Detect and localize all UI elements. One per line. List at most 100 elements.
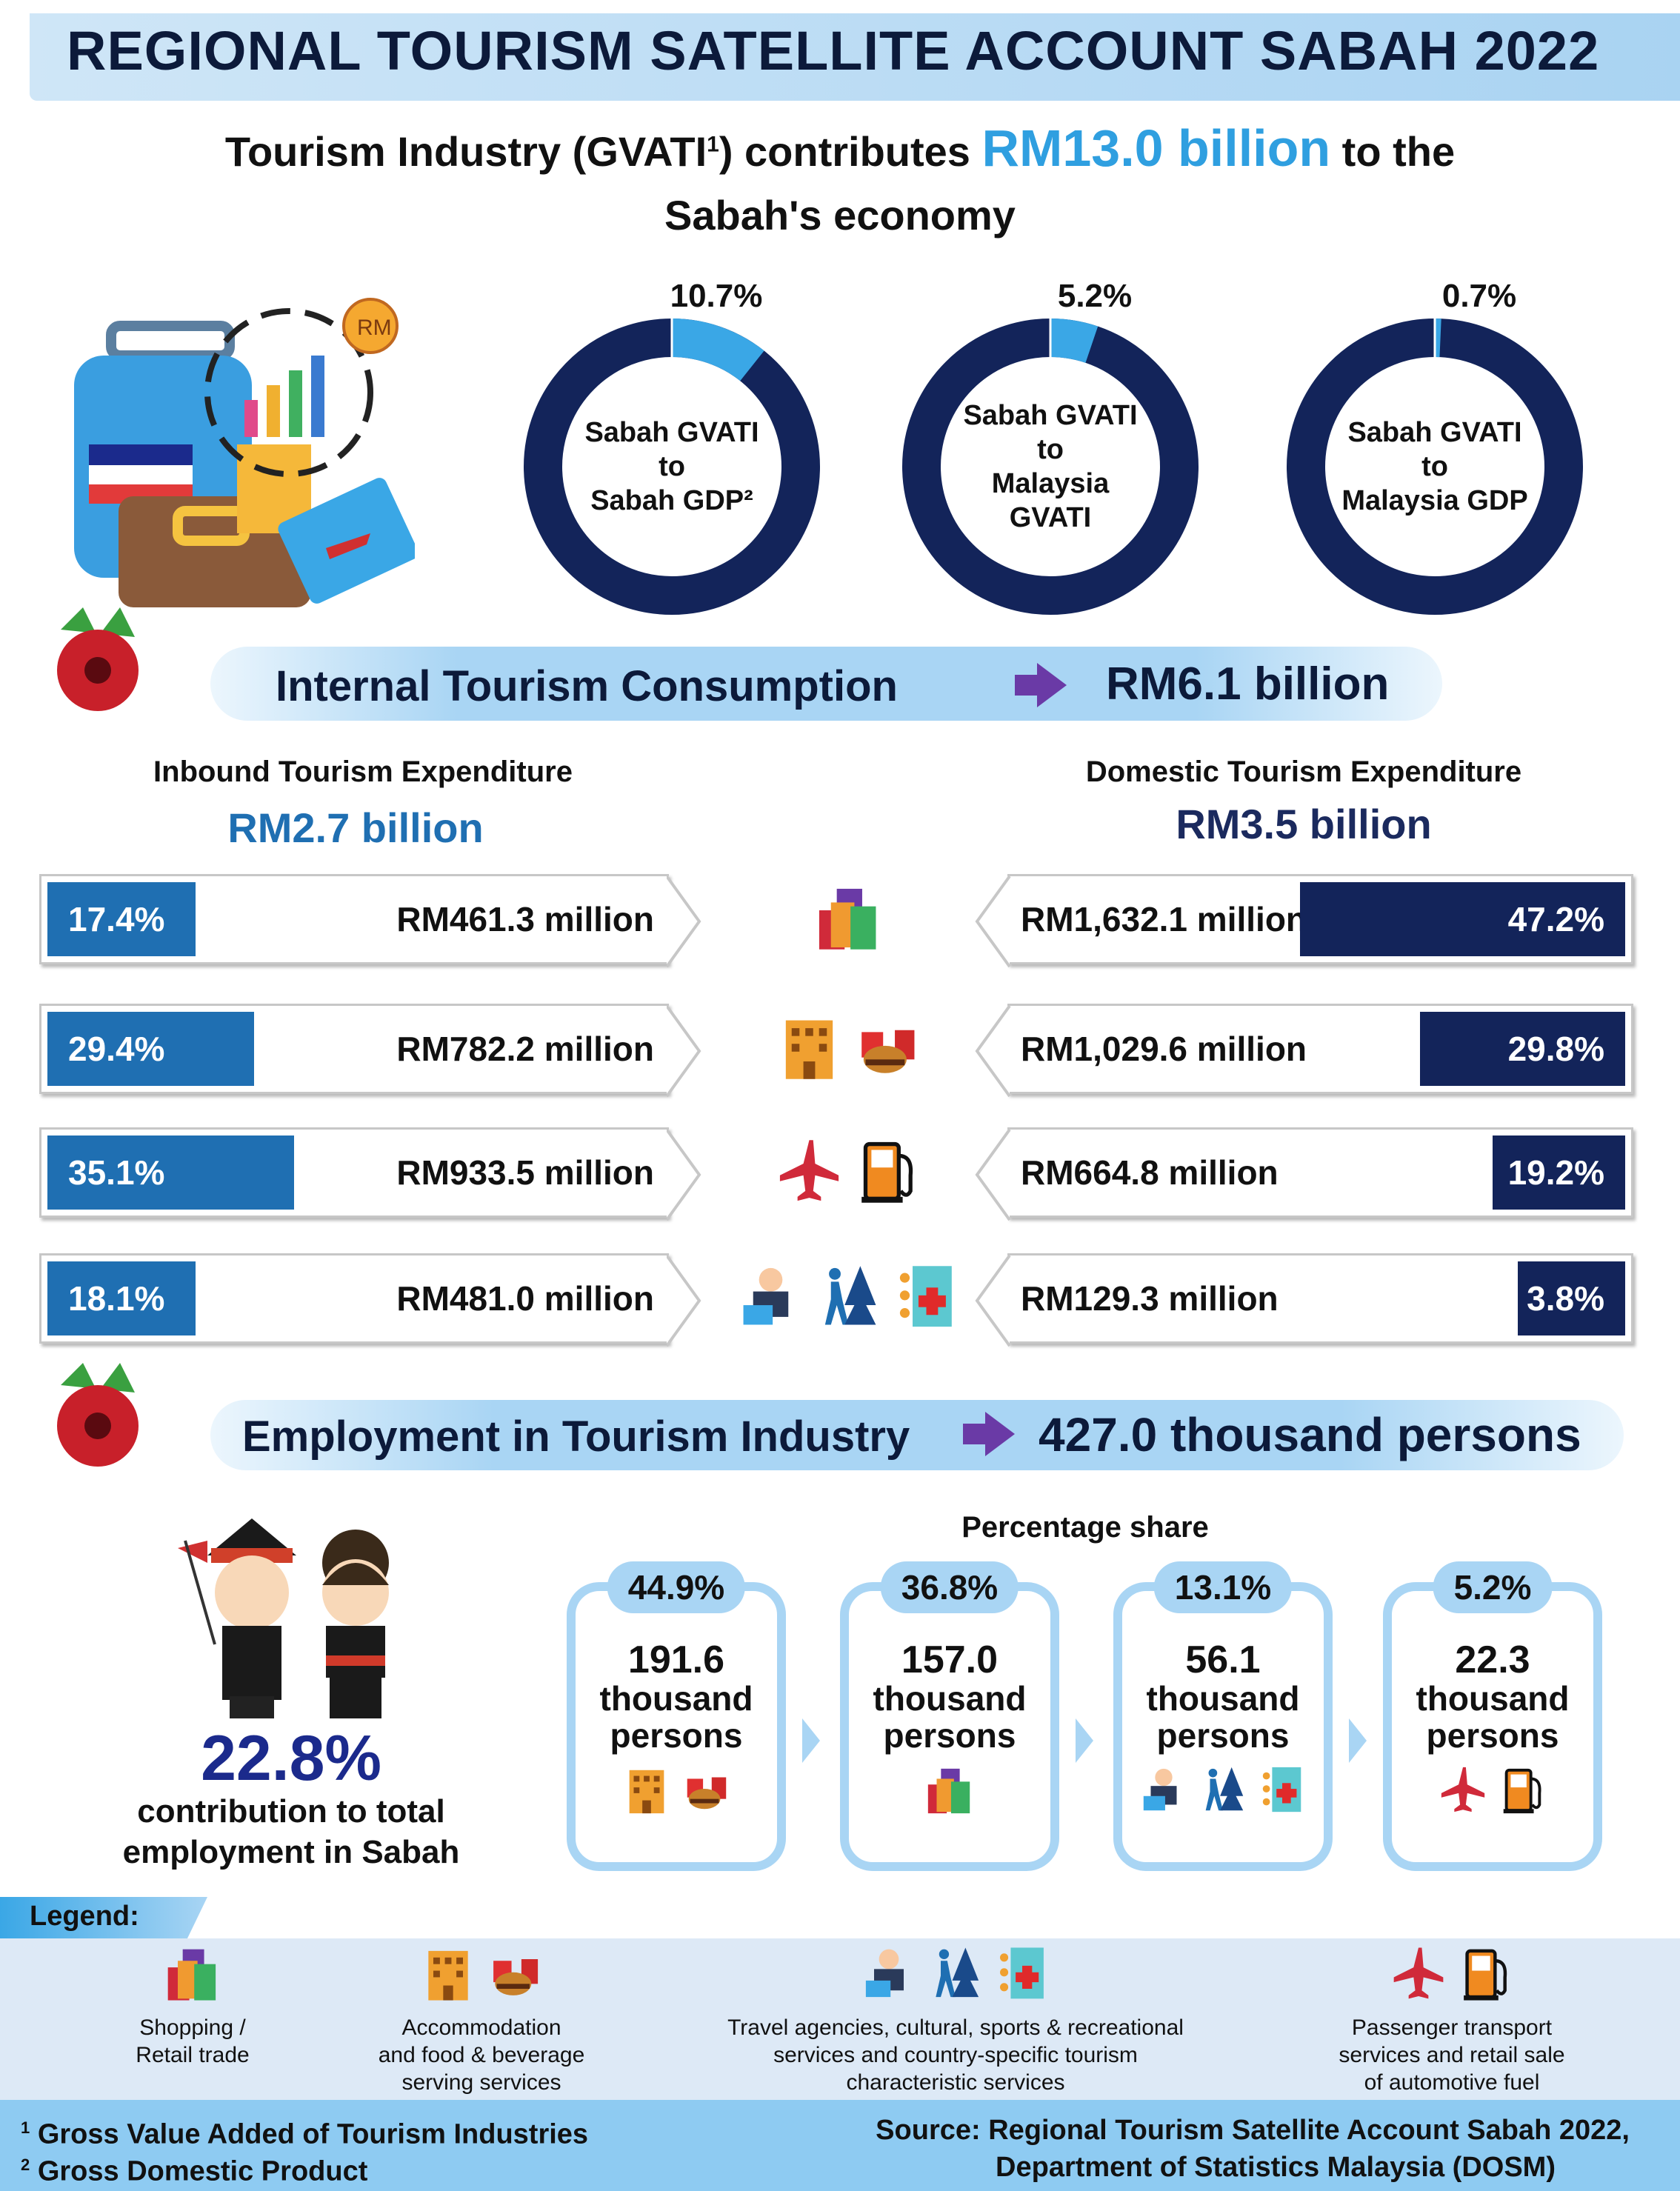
gvati-value: RM13.0 billion [981, 119, 1331, 177]
donut-label-line: Sabah GVATI [1347, 417, 1522, 448]
shopping-bags-icon [819, 888, 876, 950]
inbound-pct: 18.1% [68, 1279, 165, 1318]
inbound-row: 17.4% RM461.3 million [39, 874, 669, 964]
inbound-pct-bar: 18.1% [47, 1261, 196, 1335]
fast-food-icon [861, 1030, 915, 1073]
employment-band [210, 1400, 1624, 1470]
fuel-pump-icon [1464, 1949, 1507, 2001]
donut-label-line: Sabah GVATI [584, 417, 759, 448]
legend-item: Shopping / Retail trade [111, 1944, 274, 2069]
employment-unit: thousand [1416, 1679, 1570, 1718]
donut-label-line: Sabah GVATI [963, 400, 1138, 431]
internal-tourism-value: RM6.1 billion [1106, 658, 1390, 710]
chevron-right-shape [667, 875, 701, 968]
contribution-line: employment in Sabah [122, 1834, 460, 1870]
legend-line: Travel agencies, cultural, sports & recr… [727, 2015, 1184, 2040]
contribution-line: contribution to total [137, 1793, 445, 1830]
inbound-row: 29.4% RM782.2 million [39, 1004, 669, 1094]
employment-number: 191.6 [627, 1638, 725, 1681]
donut-percent: 0.7% [1441, 278, 1517, 314]
legend-line: characteristic services [846, 2070, 1065, 2095]
legend-line: Passenger transport [1351, 2015, 1553, 2040]
luggage-illustration: RM [74, 298, 415, 607]
category-icons [733, 883, 963, 953]
donut-label-line: Malaysia [991, 468, 1110, 499]
legend-text: Shopping / Retail trade [111, 2014, 274, 2069]
donut-label-line: to [1421, 451, 1448, 482]
hiker-icon [936, 1947, 979, 1998]
inbound-pct-bar: 35.1% [47, 1135, 295, 1210]
employment-pct: 36.8% [880, 1561, 1019, 1613]
inbound-amount: RM481.0 million [396, 1279, 654, 1318]
donut-percent: 10.7% [670, 278, 763, 314]
headline-line2: Sabah's economy [664, 192, 1016, 239]
domestic-pct-bar: 19.2% [1493, 1135, 1625, 1210]
chevron-right-shape [667, 1254, 701, 1347]
internal-tourism-label: Internal Tourism Consumption [276, 662, 898, 710]
employment-card: 5.2% 22.3 thousand persons [1383, 1561, 1602, 1871]
chevron-right-icon [1076, 1718, 1093, 1763]
employment-value: 427.0 thousand persons [1039, 1408, 1581, 1461]
traditional-costume-people-illustration [178, 1518, 389, 1718]
icon-group [356, 1944, 607, 2004]
headline-text: Tourism Industry (GVATI [224, 128, 707, 175]
headline-text: ) contributes [719, 128, 982, 175]
icon-group [1392, 1764, 1593, 1816]
airplane-icon [779, 1140, 839, 1201]
donut-center-label: Sabah GVATI to Malaysia GDP [1339, 416, 1531, 518]
shopping-bags-icon [167, 1949, 216, 2001]
employment-unit: thousand [1146, 1679, 1300, 1718]
legend-line: services and retail sale [1339, 2043, 1565, 2067]
employment-unit: persons [610, 1716, 743, 1755]
chevron-right-icon [802, 1718, 820, 1763]
icon-group [576, 1764, 777, 1816]
footnote-text: Gross Domestic Product [37, 2155, 368, 2187]
donut-percent: 5.2% [1057, 278, 1133, 314]
inbound-title: Inbound Tourism Expenditure [153, 756, 573, 788]
percentage-share-title: Percentage share [961, 1511, 1209, 1544]
icon-group [733, 1262, 963, 1333]
icon-group [733, 1013, 963, 1083]
chevron-left-shape [975, 1128, 1011, 1221]
domestic-row: RM129.3 million 3.8% [1007, 1253, 1633, 1344]
employment-contribution-pct: 22.8% [201, 1723, 381, 1794]
employment-pct: 5.2% [1433, 1561, 1553, 1613]
hiker-icon [824, 1266, 876, 1325]
travel-agent-icon [743, 1267, 788, 1325]
title-bar [30, 13, 1680, 101]
domestic-pct: 3.8% [1527, 1279, 1604, 1318]
inbound-pct: 29.4% [68, 1030, 165, 1068]
employment-unit: thousand [873, 1679, 1027, 1718]
icon-group [711, 1944, 1200, 2004]
domestic-pct-bar: 47.2% [1300, 882, 1625, 956]
hiker-icon [1205, 1767, 1244, 1811]
inbound-row: 18.1% RM481.0 million [39, 1253, 669, 1344]
svg-text:RM: RM [357, 316, 392, 340]
rafflesia-flower-icon [57, 1363, 139, 1467]
category-icons [733, 1262, 963, 1333]
employment-unit: thousand [599, 1679, 753, 1718]
icon-group [733, 1136, 963, 1207]
domestic-total: RM3.5 billion [1176, 801, 1432, 847]
legend-line: Accommodation [401, 2015, 561, 2040]
employment-number: 22.3 [1455, 1638, 1530, 1681]
domestic-title: Domestic Tourism Expenditure [1085, 756, 1522, 788]
employment-card: 44.9% 191.6 thousand persons [567, 1561, 786, 1871]
rafflesia-flower-icon [57, 607, 139, 711]
employment-label: Employment in Tourism Industry [242, 1413, 910, 1461]
chevron-left-shape [975, 1004, 1011, 1098]
domestic-amount: RM664.8 million [1021, 1153, 1279, 1192]
legend-line: and food & beverage [378, 2043, 585, 2067]
travel-agent-icon [1143, 1768, 1177, 1811]
donut-label-line: to [659, 451, 685, 482]
inbound-pct: 17.4% [68, 900, 165, 938]
legend-tab [0, 1897, 207, 1940]
legend-line: Shopping / [139, 2015, 246, 2040]
domestic-amount: RM1,029.6 million [1021, 1030, 1307, 1068]
domestic-pct: 29.8% [1507, 1030, 1604, 1068]
legend-item: Accommodation and food & beverage serving … [356, 1944, 607, 2096]
chevron-right-icon [1349, 1718, 1367, 1763]
inbound-row: 35.1% RM933.5 million [39, 1127, 669, 1218]
footnote-text: Gross Value Added of Tourism Industries [37, 2118, 589, 2150]
arrow-right-icon [963, 1412, 1015, 1456]
